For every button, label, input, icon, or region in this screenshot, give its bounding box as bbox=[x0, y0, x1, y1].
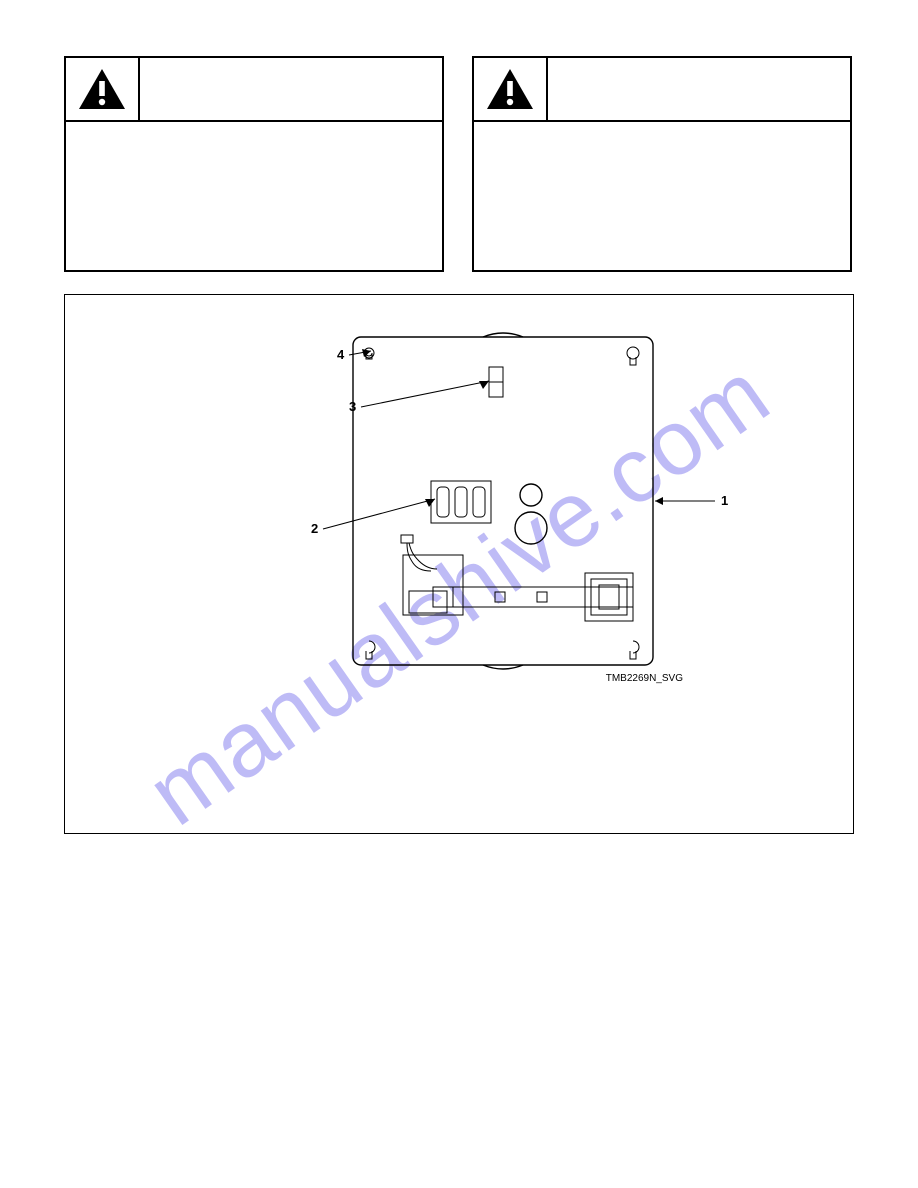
callout-2: 2 bbox=[311, 521, 318, 536]
warning-row bbox=[64, 56, 854, 272]
warning-right-icon-cell bbox=[474, 58, 548, 120]
figure-box: 1 2 3 4 TMB2269N_SVG bbox=[64, 294, 854, 834]
callout-3: 3 bbox=[349, 399, 356, 414]
warning-box-right bbox=[472, 56, 852, 272]
warning-left-header bbox=[66, 58, 442, 122]
warning-triangle-icon bbox=[485, 67, 535, 111]
callout-4: 4 bbox=[337, 347, 345, 362]
warning-left-body bbox=[66, 122, 442, 270]
page-content: 1 2 3 4 TMB2269N_SVG bbox=[64, 56, 854, 834]
warning-box-left bbox=[64, 56, 444, 272]
warning-right-body bbox=[474, 122, 850, 230]
warning-right-header bbox=[474, 58, 850, 122]
warning-triangle-icon bbox=[77, 67, 127, 111]
figure-svg-wrap: 1 2 3 4 bbox=[65, 295, 853, 833]
callout-1: 1 bbox=[721, 493, 728, 508]
warning-left-icon-cell bbox=[66, 58, 140, 120]
figure-id-label: TMB2269N_SVG bbox=[606, 673, 683, 684]
technical-diagram: 1 2 3 4 bbox=[65, 295, 855, 835]
